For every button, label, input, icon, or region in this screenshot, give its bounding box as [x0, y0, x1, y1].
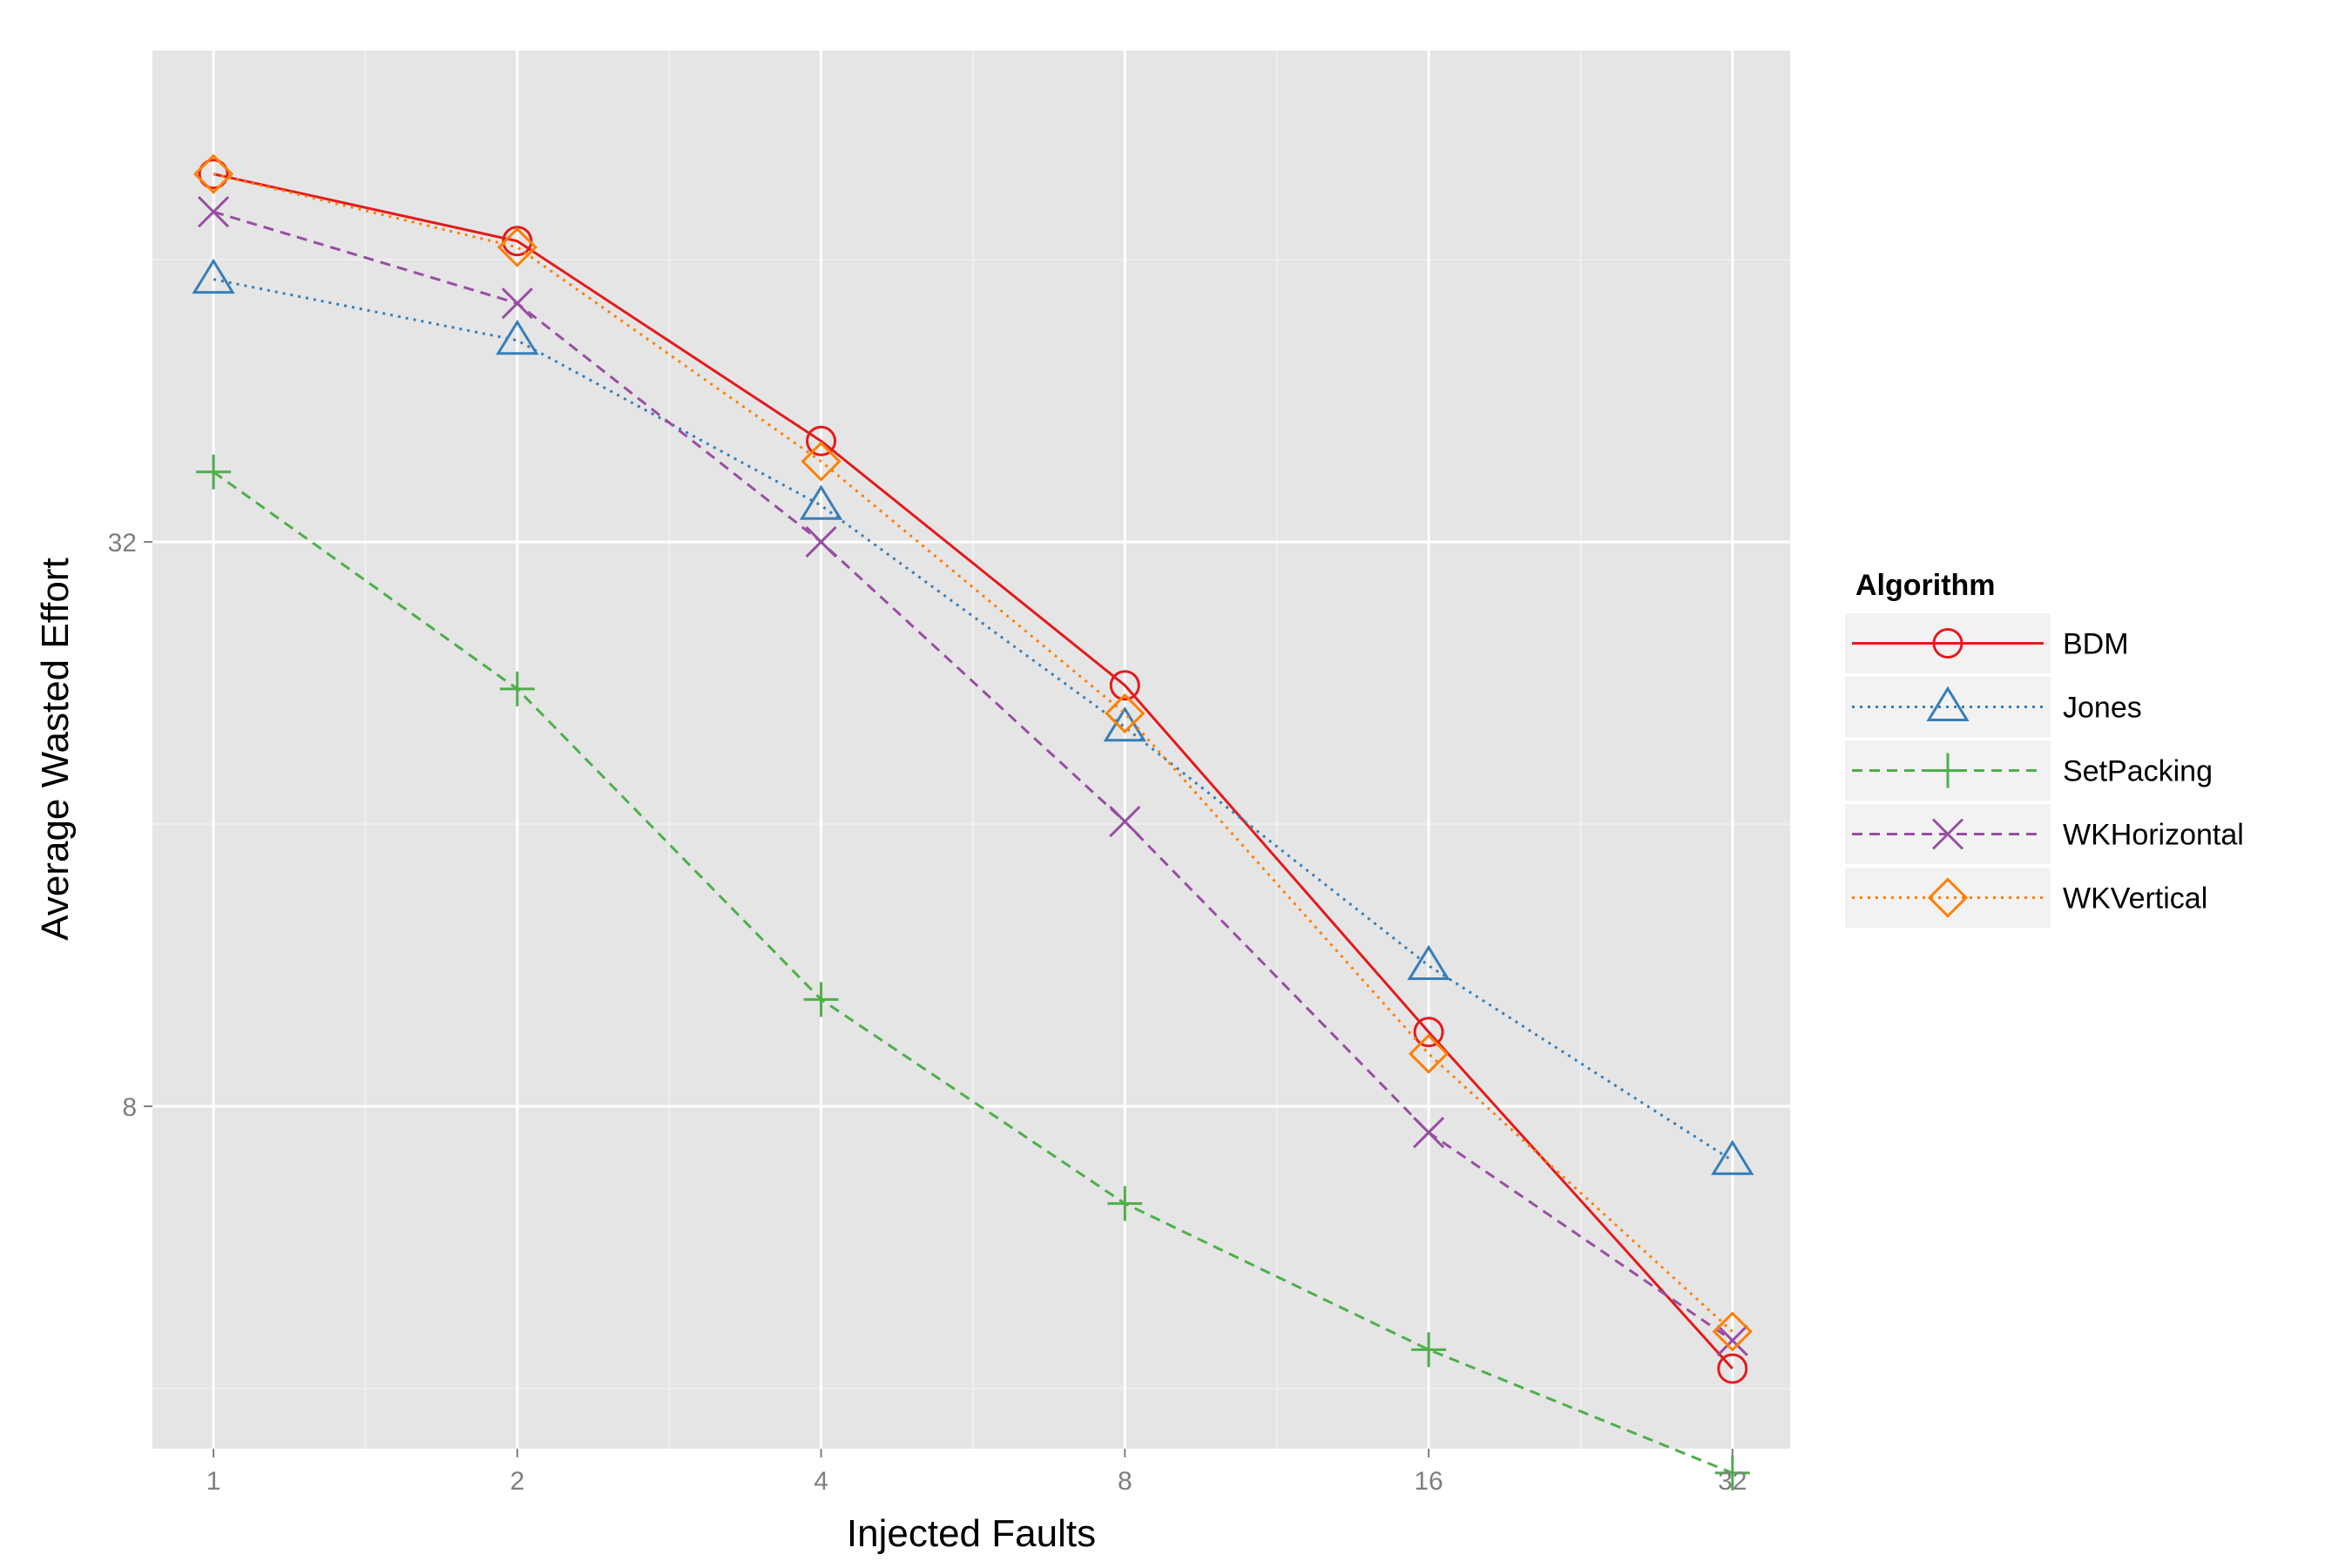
legend-item-setpacking: SetPacking [1845, 740, 2213, 801]
data-point [1714, 1455, 1750, 1490]
data-point [1103, 706, 1146, 742]
y-tick-label: 32 [108, 529, 137, 558]
minor-gridlines [152, 51, 1790, 1449]
data-point [496, 319, 539, 355]
legend-key-marker [1927, 877, 1969, 918]
data-point [805, 526, 837, 558]
legend-label: Jones [2063, 692, 2142, 725]
legend-item-bdm: BDM [1845, 613, 2129, 673]
data-point [192, 258, 235, 294]
data-point [1712, 1311, 1753, 1352]
legend-key-marker [1930, 753, 1965, 788]
data-point [1105, 693, 1146, 734]
series-jones [192, 258, 1754, 1175]
data-point [1711, 1139, 1754, 1175]
x-tick-label: 32 [1718, 1467, 1747, 1496]
data-point [1109, 670, 1140, 701]
x-axis: 1 2 4 8 16 32 [206, 1449, 1747, 1496]
data-point [1408, 1033, 1450, 1074]
legend-label: SetPacking [2063, 755, 2213, 788]
legend-label: BDM [2063, 628, 2129, 661]
legend: Algorithm BDM Jones SetPacking WKHorizontal… [1845, 569, 2244, 928]
data-point [497, 226, 537, 267]
legend-title: Algorithm [1855, 569, 1996, 602]
legend-item-wkvertical: WKVertical [1845, 868, 2207, 928]
y-axis-title: Average Wasted Effort [34, 558, 77, 940]
legend-label: WKVertical [2063, 882, 2207, 916]
legend-key-marker [1932, 628, 1963, 659]
data-point [501, 287, 533, 320]
series-wkvertical [193, 153, 1753, 1352]
x-tick-label: 2 [510, 1467, 524, 1496]
legend-key-marker [1931, 818, 1964, 850]
data-point [198, 196, 230, 228]
legend-key-marker [1926, 686, 1970, 721]
data-point [1109, 806, 1141, 838]
legend-item-wkhorizontal: WKHorizontal [1845, 804, 2244, 864]
data-point [193, 153, 234, 194]
data-point [1411, 1332, 1447, 1368]
x-axis-title: Injected Faults [847, 1512, 1096, 1555]
data-point [1717, 1353, 1748, 1384]
x-tick-label: 16 [1414, 1467, 1443, 1496]
series-wkhorizontal [198, 196, 1748, 1356]
data-point [1413, 1017, 1444, 1048]
data-point [801, 441, 841, 482]
y-tick-label: 8 [122, 1093, 137, 1122]
series-line-bdm [213, 172, 1734, 1370]
data-point [1107, 1186, 1143, 1221]
x-tick-label: 1 [206, 1467, 221, 1496]
data-point [196, 454, 232, 490]
x-tick-label: 8 [1118, 1467, 1132, 1496]
legend-label: WKHorizontal [2063, 819, 2244, 852]
series-line-wkvertical [213, 172, 1734, 1333]
data-point [499, 671, 535, 706]
data-point [1407, 944, 1450, 981]
data-point [806, 425, 837, 456]
plot-panel [152, 51, 1790, 1449]
series-layer [192, 153, 1754, 1490]
series-line-wkhorizontal [213, 210, 1734, 1342]
y-axis: 8 32 [108, 529, 152, 1122]
major-gridlines [152, 51, 1790, 1449]
data-point [198, 159, 229, 190]
series-setpacking [196, 454, 1750, 1490]
data-point [1716, 1324, 1748, 1356]
legend-item-jones: Jones [1845, 677, 2142, 737]
data-point [1412, 1117, 1445, 1149]
data-point [803, 982, 839, 1017]
x-tick-label: 4 [814, 1467, 828, 1496]
data-point [799, 484, 843, 520]
